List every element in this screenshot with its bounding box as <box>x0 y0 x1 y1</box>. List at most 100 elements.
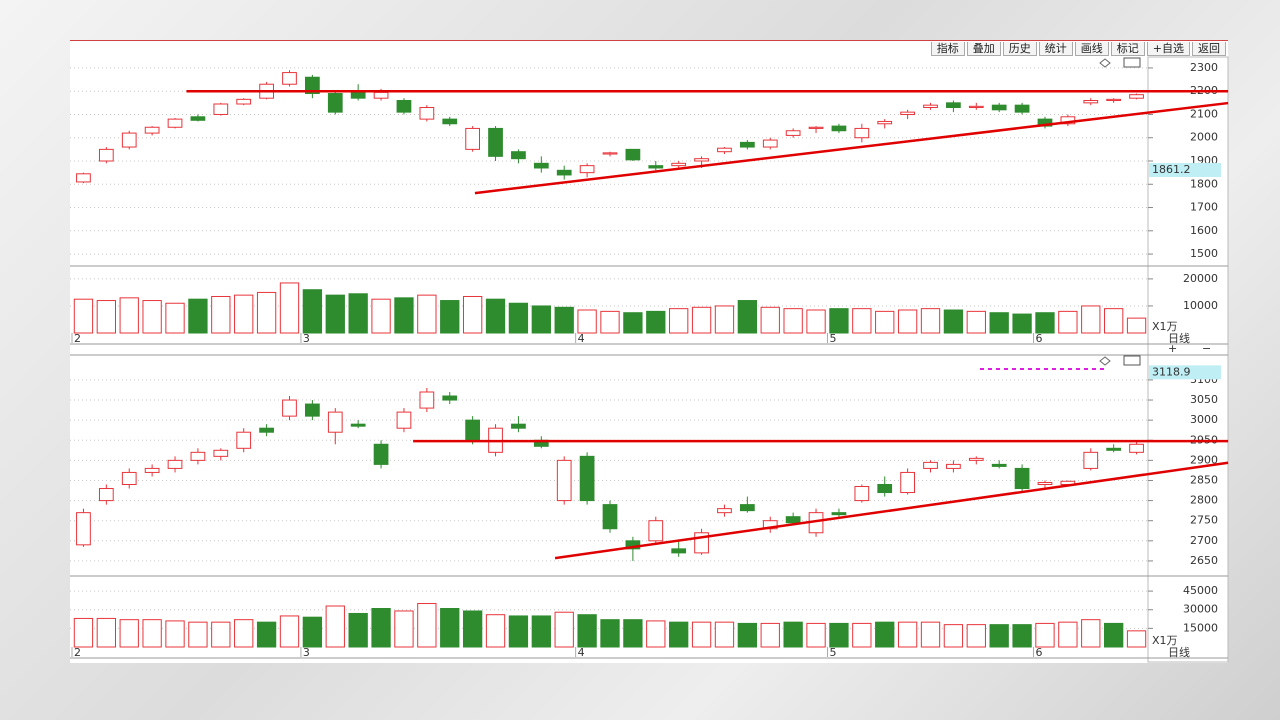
zoom-button[interactable]: + <box>1168 342 1177 355</box>
candle-body <box>282 399 297 417</box>
candle-body <box>579 165 595 174</box>
window-icon <box>1123 57 1141 68</box>
toolbar-button[interactable]: 画线 <box>1074 42 1109 56</box>
volume-bar <box>1035 312 1055 334</box>
candle-body <box>121 132 137 148</box>
volume-bar <box>73 298 94 334</box>
candle-body <box>648 165 664 169</box>
candle-body <box>511 151 526 160</box>
candle-body <box>396 100 412 113</box>
x-tick-label: 5 <box>829 646 836 659</box>
toolbar-button[interactable]: 返回 <box>1192 42 1226 56</box>
y-tick-label: 15000 <box>1183 621 1218 634</box>
toolbar-button[interactable]: 统计 <box>1038 42 1073 56</box>
toolbar-button[interactable]: +自选 <box>1146 42 1190 56</box>
volume-bar <box>669 308 689 334</box>
candle-body <box>442 118 458 125</box>
y-tick-label: 1800 <box>1190 177 1218 190</box>
candle-body <box>900 111 915 115</box>
candle-body <box>121 471 137 486</box>
candle-body <box>762 139 778 148</box>
candle-body <box>602 504 618 530</box>
volume-bar <box>485 298 506 334</box>
volume-bar <box>600 310 620 334</box>
toolbar-button[interactable]: 指标 <box>930 42 965 56</box>
period-label: 日线 <box>1168 331 1190 345</box>
candle-body <box>1106 447 1122 451</box>
candle-body <box>968 105 984 108</box>
volume-bar <box>1058 621 1078 648</box>
volume-bar <box>188 298 208 334</box>
candle-body <box>442 395 458 401</box>
volume-bar <box>1081 305 1101 334</box>
candle-body <box>144 126 160 134</box>
candle-body <box>1129 443 1144 453</box>
candle-body <box>854 486 870 502</box>
volume-bar <box>669 621 689 648</box>
candle-body <box>671 548 687 554</box>
toolbar-button[interactable]: 历史 <box>1002 42 1037 56</box>
x-tick-label: 5 <box>829 332 836 345</box>
candle-body <box>373 91 389 99</box>
candle-body <box>785 130 801 136</box>
candle-body <box>236 431 252 449</box>
volume-bar <box>966 310 986 334</box>
y-tick-label: 1700 <box>1190 201 1218 214</box>
volume-bar <box>96 617 116 648</box>
y-tick-label: 3050 <box>1190 393 1218 406</box>
y-tick-label: 2950 <box>1190 433 1218 446</box>
last-price-badge <box>1149 365 1221 380</box>
volume-bar <box>691 621 712 648</box>
volume-bar <box>989 624 1009 648</box>
volume-bar <box>623 312 643 334</box>
candle-body <box>785 516 801 524</box>
volume-bar <box>348 293 368 334</box>
candle-body <box>259 427 274 433</box>
zoom-button[interactable]: − <box>1202 342 1211 355</box>
candle-body <box>190 451 206 461</box>
candle-body <box>923 461 938 469</box>
candle-body <box>327 411 343 433</box>
y-tick-label: 2700 <box>1190 534 1218 547</box>
volume-bar <box>829 622 849 648</box>
volume-bar <box>737 300 758 334</box>
last-price-label: 3118.9 <box>1152 365 1191 378</box>
y-tick-label: 2000 <box>1190 131 1218 144</box>
volume-bar <box>600 619 620 648</box>
candle-body <box>739 141 755 148</box>
toolbar-button[interactable]: 标记 <box>1110 42 1145 56</box>
volume-bar <box>852 308 872 334</box>
candle-body <box>900 471 915 494</box>
volume-bar <box>966 624 986 648</box>
volume-bar <box>142 619 162 648</box>
volume-bar <box>462 610 483 648</box>
candle-body <box>1083 451 1099 469</box>
volume-bar <box>462 295 483 334</box>
candle-body <box>694 158 709 162</box>
volume-bar <box>943 624 964 648</box>
candle-body <box>1129 94 1144 99</box>
candle-body <box>1083 100 1099 104</box>
volume-bar <box>1104 622 1124 648</box>
y-tick-label: 1600 <box>1190 224 1218 237</box>
candle-body <box>327 93 343 113</box>
volume-bar <box>302 616 323 648</box>
volume-bar <box>783 621 803 648</box>
volume-bar <box>1104 308 1124 334</box>
candle-body <box>350 423 366 427</box>
toolbar-button[interactable]: 叠加 <box>966 42 1001 56</box>
candle-body <box>556 459 572 502</box>
candle-body <box>419 391 435 409</box>
trend-line <box>554 461 1229 560</box>
candle-body <box>556 169 572 176</box>
x-tick-label: 4 <box>578 646 585 659</box>
y-tick-label: 20000 <box>1183 272 1218 285</box>
candle-body <box>167 118 183 128</box>
candle-body <box>831 512 847 516</box>
volume-bar <box>737 622 758 648</box>
volume-bar <box>371 607 391 648</box>
y-tick-label: 2100 <box>1190 107 1218 120</box>
candle-body <box>946 463 961 469</box>
candle-body <box>739 504 755 512</box>
